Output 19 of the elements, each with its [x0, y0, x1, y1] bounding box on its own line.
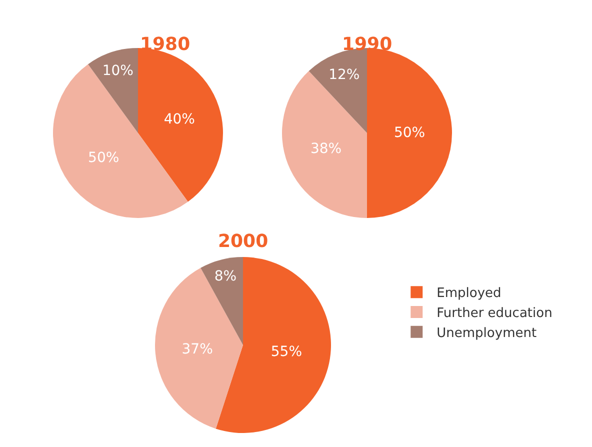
- data-label: 12%: [328, 67, 360, 84]
- legend-label: Unemployment: [436, 326, 537, 341]
- legend-label: Employed: [436, 286, 502, 302]
- data-label: 50%: [394, 125, 426, 141]
- chart-title: 2000: [218, 231, 268, 252]
- data-label: 10%: [102, 63, 134, 80]
- chart-title: 1990: [342, 34, 392, 55]
- data-label: 55%: [270, 344, 302, 360]
- pie-slice: [155, 268, 243, 429]
- data-label: 37%: [182, 341, 213, 358]
- data-label: 38%: [310, 141, 342, 158]
- chart-title: 1980: [140, 34, 190, 55]
- pie-slice: [88, 48, 138, 133]
- data-label: 8%: [214, 268, 237, 285]
- data-label: 50%: [88, 150, 120, 166]
- pie-slice: [216, 257, 331, 433]
- legend-label: Further education: [436, 306, 552, 322]
- pie-slice: [200, 257, 243, 345]
- data-label: 40%: [164, 112, 195, 128]
